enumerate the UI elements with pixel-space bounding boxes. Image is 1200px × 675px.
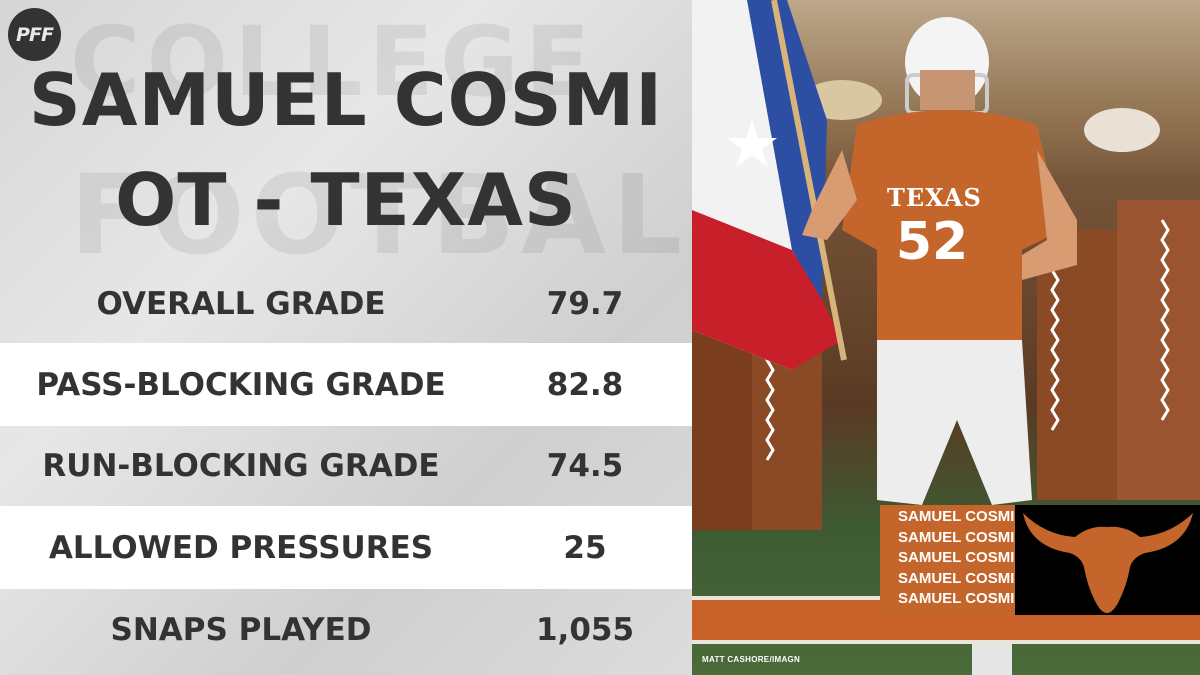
band-members-illustration [692, 80, 1200, 530]
stat-row-pass-blocking-grade: PASS-BLOCKING GRADE 82.8 [0, 343, 692, 426]
name-repeat-line: SAMUEL COSMI [898, 590, 1015, 607]
player-position-team: OT - TEXAS [115, 158, 577, 242]
pff-logo: PFF [8, 8, 61, 61]
longhorn-icon [1023, 513, 1193, 613]
stat-value: 25 [563, 529, 607, 566]
background-word-college: COLLEGE [70, 6, 597, 118]
stat-label: RUN-BLOCKING GRADE [42, 447, 440, 484]
stat-value: 79.7 [546, 285, 624, 322]
name-repeat-block: SAMUEL COSMI SAMUEL COSMI SAMUEL COSMI S… [880, 505, 1015, 617]
jersey-team-text: TEXAS [887, 183, 982, 212]
player-name: SAMUEL COSMI [28, 58, 664, 142]
stat-label: PASS-BLOCKING GRADE [36, 366, 446, 403]
pff-logo-text: PFF [16, 23, 54, 46]
name-repeat-line: SAMUEL COSMI [898, 569, 1015, 587]
name-repeat-line: SAMUEL COSMI [898, 528, 1015, 546]
stat-row-overall-grade: OVERALL GRADE 79.7 [0, 262, 692, 345]
player-photo: TEXAS 52 SAMUEL COSMI SAMUEL COSMI SAMUE… [692, 0, 1200, 675]
name-repeat-line: SAMUEL COSMI [898, 549, 1015, 566]
stat-label: OVERALL GRADE [96, 285, 386, 322]
longhorn-logo-block [1015, 505, 1200, 615]
stat-panel: COLLEGE FOOTBALL PFF SAMUEL COSMI OT - T… [0, 0, 692, 675]
stat-row-snaps-played: SNAPS PLAYED 1,055 [0, 588, 692, 671]
stat-row-run-blocking-grade: RUN-BLOCKING GRADE 74.5 [0, 424, 692, 507]
stat-value: 74.5 [546, 447, 624, 484]
jersey-number: 52 [895, 212, 969, 272]
stat-value: 1,055 [535, 611, 635, 648]
background-word-football: FOOTBALL [70, 151, 692, 279]
field-line [692, 640, 1200, 644]
stat-label: SNAPS PLAYED [110, 611, 372, 648]
name-repeat-line: SAMUEL COSMI [898, 508, 1015, 525]
photo-credit: MATT CASHORE/IMAGN [702, 655, 801, 664]
football-player-illustration [802, 17, 1077, 675]
stat-row-allowed-pressures: ALLOWED PRESSURES 25 [0, 506, 692, 589]
stat-value: 82.8 [546, 366, 624, 403]
stat-label: ALLOWED PRESSURES [48, 529, 434, 566]
